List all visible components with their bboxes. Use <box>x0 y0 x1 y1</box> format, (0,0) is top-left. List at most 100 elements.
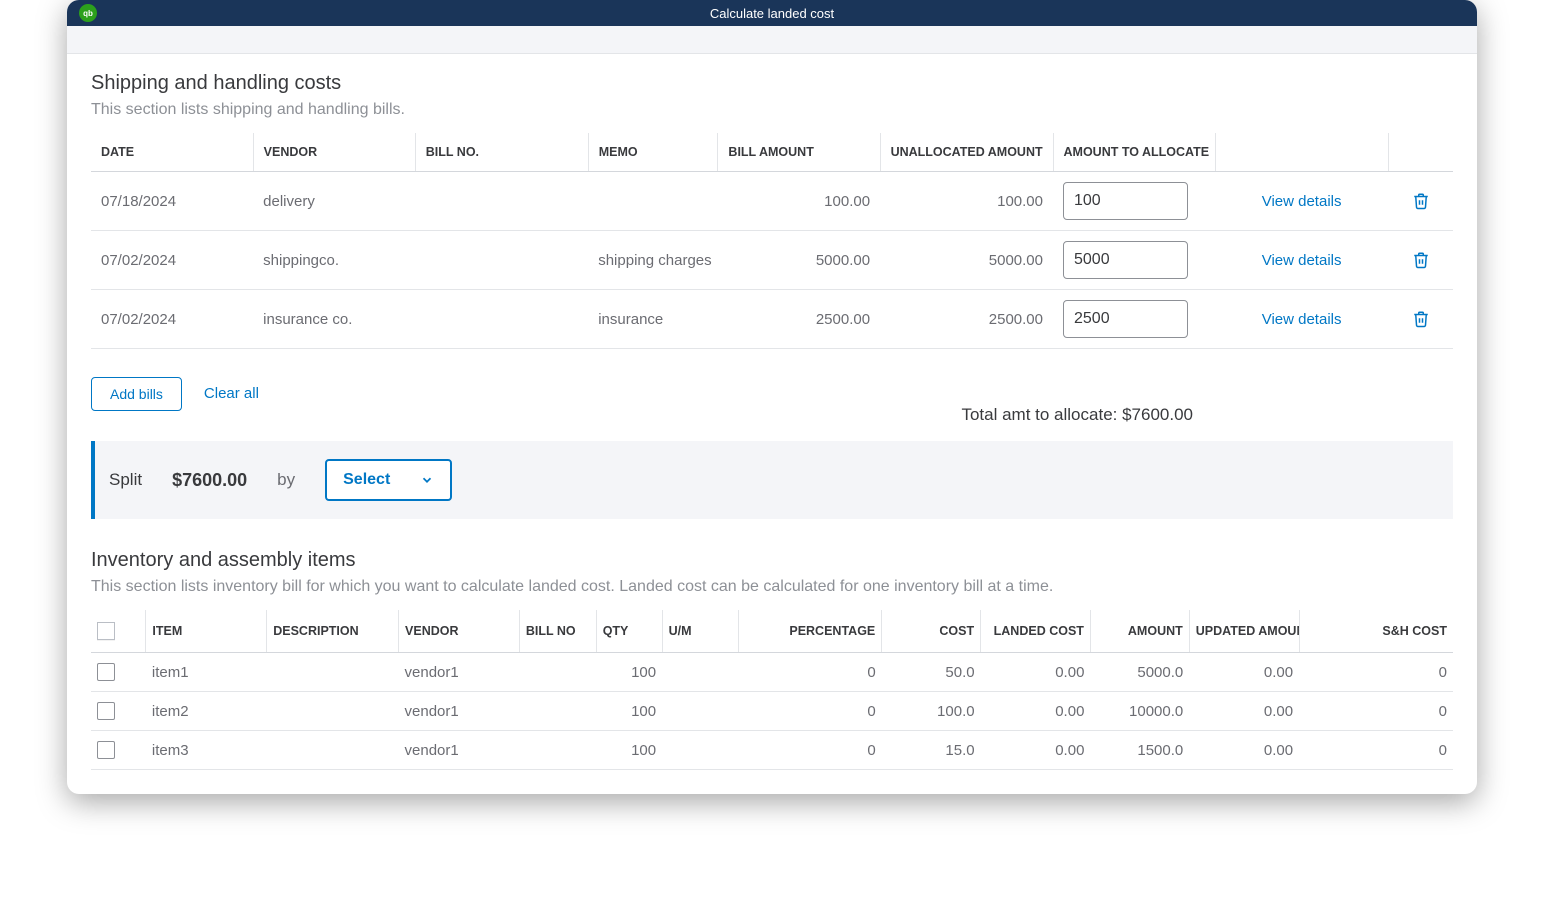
cell-vendor: insurance co. <box>253 290 415 349</box>
trash-icon[interactable] <box>1412 309 1430 329</box>
cell-percentage: 0 <box>739 653 882 692</box>
cell-amount: 1500.0 <box>1090 731 1189 770</box>
col-view <box>1215 133 1388 172</box>
col-vendor: VENDOR <box>253 133 415 172</box>
col-bill-amount: BILL AMOUNT <box>718 133 880 172</box>
cell-bill-no <box>519 653 596 692</box>
qb-logo-icon: qb <box>79 4 97 22</box>
col-check <box>91 610 146 653</box>
view-details-link[interactable]: View details <box>1225 252 1378 269</box>
inventory-table: ITEM DESCRIPTION VENDOR BILL NO QTY U/M … <box>91 610 1453 770</box>
table-row: 07/18/2024delivery100.00100.00View detai… <box>91 172 1453 231</box>
row-checkbox[interactable] <box>97 741 115 759</box>
cell-sh-cost: 0 <box>1299 653 1453 692</box>
cell-percentage: 0 <box>739 731 882 770</box>
cell-description <box>267 692 399 731</box>
shipping-subtitle: This section lists shipping and handling… <box>91 101 1453 119</box>
cell-percentage: 0 <box>739 692 882 731</box>
row-checkbox[interactable] <box>97 702 115 720</box>
cell-to-allocate <box>1053 172 1215 231</box>
add-bills-button[interactable]: Add bills <box>91 377 182 411</box>
cell-vendor: shippingco. <box>253 231 415 290</box>
col-to-allocate: AMOUNT TO ALLOCATE <box>1053 133 1215 172</box>
split-by-label: by <box>277 470 295 490</box>
row-checkbox[interactable] <box>97 663 115 681</box>
view-details-link[interactable]: View details <box>1225 193 1378 210</box>
inventory-title: Inventory and assembly items <box>91 549 1453 572</box>
cell-to-allocate <box>1053 231 1215 290</box>
cell-bill-amount: 2500.00 <box>718 290 880 349</box>
cell-view: View details <box>1215 231 1388 290</box>
cell-memo: shipping charges <box>588 231 718 290</box>
toolbar-placeholder <box>67 26 1477 54</box>
cell-qty: 100 <box>596 731 662 770</box>
cell-item: item3 <box>146 731 267 770</box>
window-title: Calculate landed cost <box>710 6 834 21</box>
cell-sh-cost: 0 <box>1299 692 1453 731</box>
col-vendor: VENDOR <box>399 610 520 653</box>
select-all-checkbox[interactable] <box>97 622 115 640</box>
cell-um <box>662 692 739 731</box>
app-window: qb Calculate landed cost Shipping and ha… <box>67 0 1477 794</box>
col-percentage: PERCENTAGE <box>739 610 882 653</box>
split-method-select[interactable]: Select <box>325 459 452 501</box>
cell-vendor: vendor1 <box>399 731 520 770</box>
cell-landed-cost: 0.00 <box>981 653 1091 692</box>
shipping-title: Shipping and handling costs <box>91 72 1453 95</box>
col-amount: AMOUNT <box>1090 610 1189 653</box>
table-row: item1vendor1100050.00.005000.00.000 <box>91 653 1453 692</box>
cell-check <box>91 692 146 731</box>
inventory-section: Inventory and assembly items This sectio… <box>91 549 1453 770</box>
cell-view: View details <box>1215 290 1388 349</box>
cell-qty: 100 <box>596 653 662 692</box>
cell-date: 07/02/2024 <box>91 231 253 290</box>
titlebar: qb Calculate landed cost <box>67 0 1477 26</box>
content: Shipping and handling costs This section… <box>67 54 1477 794</box>
col-cost: COST <box>882 610 981 653</box>
cell-vendor: vendor1 <box>399 692 520 731</box>
cell-updated-amount: 0.00 <box>1189 653 1299 692</box>
cell-bill-no <box>415 172 588 231</box>
cell-sh-cost: 0 <box>1299 731 1453 770</box>
cell-bill-no <box>415 231 588 290</box>
clear-all-button[interactable]: Clear all <box>204 377 259 410</box>
col-sh-cost: S&H COST <box>1299 610 1453 653</box>
cell-date: 07/02/2024 <box>91 290 253 349</box>
cell-check <box>91 731 146 770</box>
split-bar: Split $7600.00 by Select <box>91 441 1453 519</box>
cell-delete <box>1388 290 1453 349</box>
trash-icon[interactable] <box>1412 250 1430 270</box>
col-updated-amount: UPDATED AMOUNT <box>1189 610 1299 653</box>
cell-date: 07/18/2024 <box>91 172 253 231</box>
col-bill-no: BILL NO. <box>415 133 588 172</box>
table-row: item2vendor11000100.00.0010000.00.000 <box>91 692 1453 731</box>
cell-unallocated: 5000.00 <box>880 231 1053 290</box>
cell-bill-no <box>519 731 596 770</box>
shipping-actions: Add bills Clear all Total amt to allocat… <box>91 377 1453 411</box>
allocate-input[interactable] <box>1063 182 1188 220</box>
cell-bill-amount: 100.00 <box>718 172 880 231</box>
table-row: 07/02/2024shippingco. shipping charges 500… <box>91 231 1453 290</box>
split-amount: $7600.00 <box>172 470 247 491</box>
cell-cost: 15.0 <box>882 731 981 770</box>
cell-item: item2 <box>146 692 267 731</box>
view-details-link[interactable]: View details <box>1225 311 1378 328</box>
allocate-input[interactable] <box>1063 241 1188 279</box>
cell-unallocated: 2500.00 <box>880 290 1053 349</box>
cell-bill-no <box>519 692 596 731</box>
col-um: U/M <box>662 610 739 653</box>
cell-landed-cost: 0.00 <box>981 692 1091 731</box>
inventory-subtitle: This section lists inventory bill for wh… <box>91 578 1453 596</box>
split-label: Split <box>109 470 142 490</box>
cell-um <box>662 653 739 692</box>
cell-bill-no <box>415 290 588 349</box>
allocate-input[interactable] <box>1063 300 1188 338</box>
cell-amount: 10000.0 <box>1090 692 1189 731</box>
cell-description <box>267 653 399 692</box>
cell-vendor: delivery <box>253 172 415 231</box>
cell-memo <box>588 172 718 231</box>
trash-icon[interactable] <box>1412 191 1430 211</box>
cell-landed-cost: 0.00 <box>981 731 1091 770</box>
cell-qty: 100 <box>596 692 662 731</box>
col-item: ITEM <box>146 610 267 653</box>
